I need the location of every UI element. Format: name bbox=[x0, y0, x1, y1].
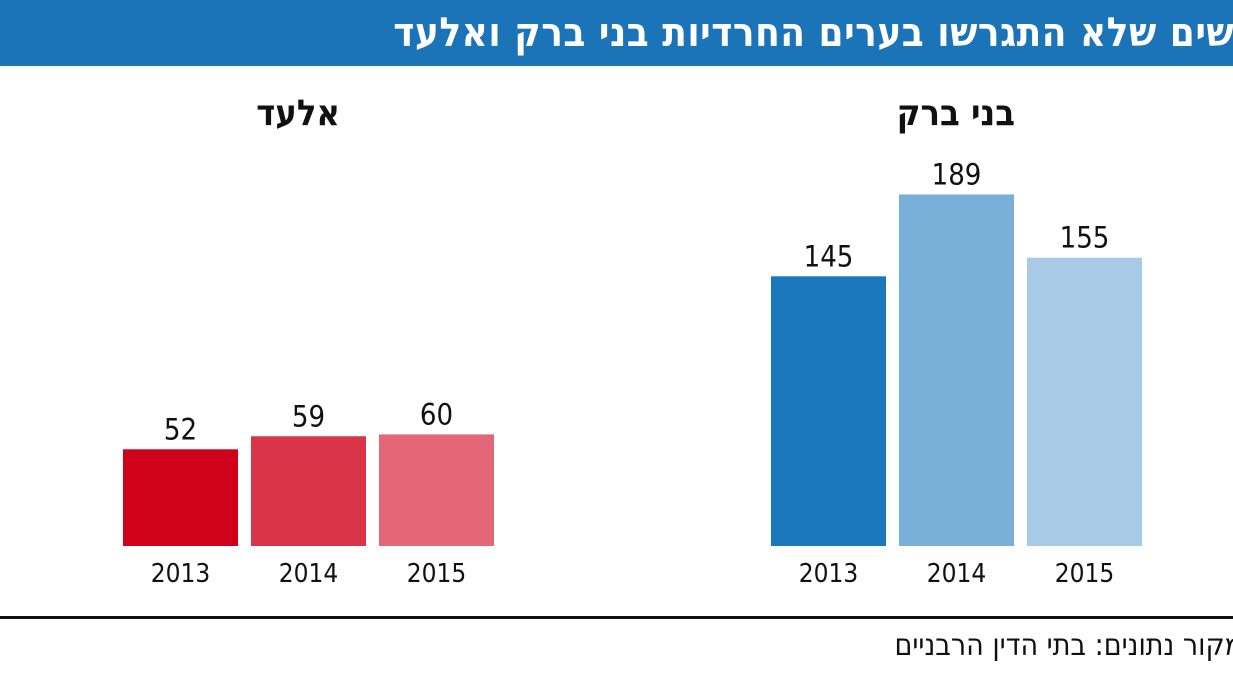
footer-divider bbox=[0, 616, 1233, 619]
value-label-elad-2015: 60 bbox=[420, 397, 453, 431]
year-label-elad-2013: 2013 bbox=[151, 559, 211, 589]
value-label-elad-2014: 59 bbox=[292, 399, 325, 433]
year-label-bnei-brak-2013: 2013 bbox=[799, 559, 859, 589]
source-note: מקור נתונים: בתי הדין הרבניים bbox=[894, 628, 1233, 663]
value-label-bnei-brak-2013: 145 bbox=[804, 239, 854, 273]
bar-elad-2013 bbox=[123, 449, 238, 546]
bar-charts: 145 2013 189 2014 155 2015 52 2013 59 2014 60 2015 bbox=[123, 157, 1142, 589]
year-label-elad-2015: 2015 bbox=[407, 559, 467, 589]
bar-bnei-brak-2015 bbox=[1027, 257, 1142, 546]
value-label-bnei-brak-2015: 155 bbox=[1060, 221, 1110, 255]
page-title: נשים שלא התגרשו בערים החרדיות בני ברק וא… bbox=[393, 10, 1233, 56]
chart-title-bnei-brak: בני ברק bbox=[896, 93, 1015, 134]
value-label-elad-2013: 52 bbox=[164, 412, 197, 446]
year-label-bnei-brak-2015: 2015 bbox=[1055, 559, 1115, 589]
chart-title-elad: אלעד bbox=[256, 93, 340, 134]
year-label-bnei-brak-2014: 2014 bbox=[927, 559, 987, 589]
bar-elad-2014 bbox=[251, 436, 366, 546]
value-label-bnei-brak-2014: 189 bbox=[932, 157, 982, 191]
title-bar: נשים שלא התגרשו בערים החרדיות בני ברק וא… bbox=[0, 0, 1233, 66]
bar-bnei-brak-2013 bbox=[771, 276, 886, 546]
year-label-elad-2014: 2014 bbox=[279, 559, 339, 589]
bar-elad-2015 bbox=[379, 434, 494, 546]
bar-bnei-brak-2014 bbox=[899, 194, 1014, 546]
